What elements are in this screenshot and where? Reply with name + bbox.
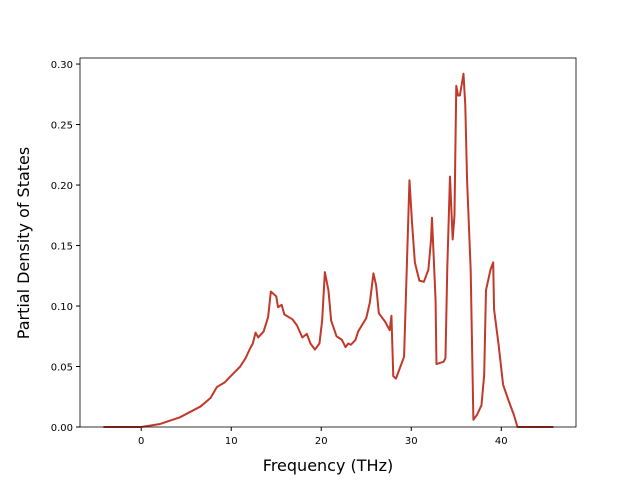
y-tick-label: 0.25	[51, 121, 73, 132]
y-tick-label: 0.30	[51, 60, 73, 71]
y-tick-label: 0.05	[51, 363, 73, 374]
data-line	[103, 72, 554, 428]
x-tick-label: 10	[225, 436, 238, 447]
y-axis-label: Partial Density of States	[14, 147, 33, 339]
y-tick-label: 0.00	[51, 423, 73, 434]
y-tick-label: 0.10	[51, 302, 73, 313]
x-tick-label: 30	[405, 436, 418, 447]
plot-frame	[79, 57, 577, 428]
x-axis-label: Frequency (THz)	[263, 456, 393, 475]
y-tick-label: 0.15	[51, 242, 73, 253]
x-tick-label: 20	[315, 436, 328, 447]
x-tick-label: 0	[138, 436, 144, 447]
y-tick-label: 0.20	[51, 181, 73, 192]
x-tick-label: 40	[495, 436, 508, 447]
